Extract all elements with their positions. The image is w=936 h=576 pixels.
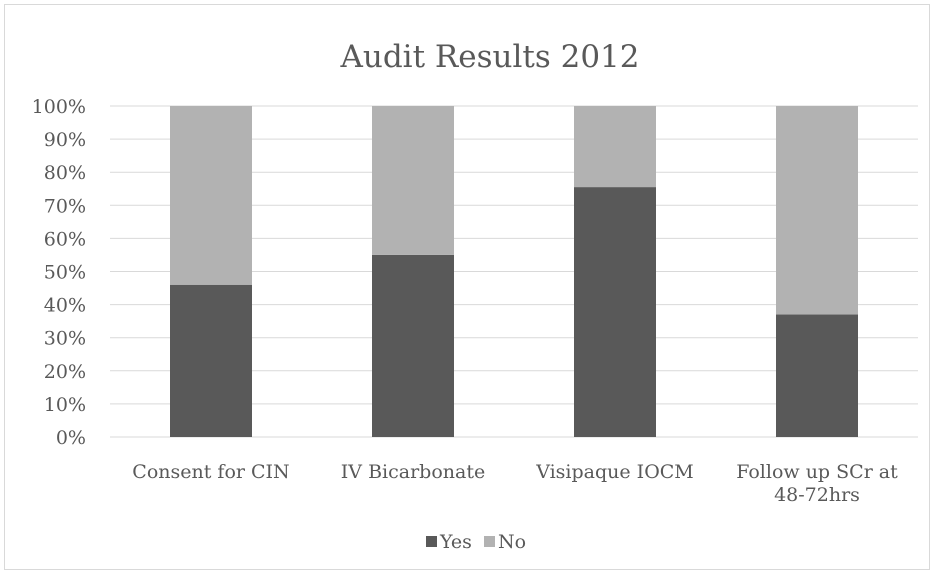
legend-label-yes: Yes [439, 531, 472, 553]
x-tick-label: Visipaque IOCM [535, 461, 694, 483]
x-tick-label: IV Bicarbonate [341, 461, 485, 483]
bar-yes [372, 254, 454, 437]
y-tick-label: 50% [44, 262, 86, 284]
x-tick-label: Consent for CIN [132, 461, 289, 483]
y-tick-label: 0% [56, 427, 86, 449]
chart-title: Audit Results 2012 [339, 39, 639, 75]
y-tick-label: 80% [44, 162, 86, 184]
y-tick-label: 40% [44, 295, 86, 317]
chart-frame [4, 4, 930, 570]
bars [170, 106, 858, 437]
bar-no [170, 106, 252, 285]
legend-swatch-no [484, 536, 495, 547]
bar-yes [776, 314, 858, 437]
x-axis-tick-labels: Consent for CIN IV Bicarbonate Visipaque I… [132, 461, 898, 506]
y-tick-label: 60% [44, 228, 86, 250]
y-tick-label: 20% [44, 361, 86, 383]
legend: Yes No [426, 531, 526, 553]
y-tick-label: 70% [44, 195, 86, 217]
bar-no [372, 106, 454, 255]
x-tick-label: Follow up SCr at 48-72hrs [736, 461, 898, 506]
bar-no [776, 106, 858, 315]
bar-no [574, 106, 656, 188]
legend-label-no: No [498, 531, 526, 553]
y-axis-tick-labels: 0% 10% 20% 30% 40% 50% 60% 70% 80% 90% 100% [32, 96, 86, 449]
bar-yes [574, 187, 656, 437]
y-tick-label: 90% [44, 129, 86, 151]
y-tick-label: 30% [44, 328, 86, 350]
y-tick-label: 10% [44, 394, 86, 416]
legend-swatch-yes [426, 536, 437, 547]
y-tick-label: 100% [32, 96, 86, 118]
bar-yes [170, 284, 252, 437]
